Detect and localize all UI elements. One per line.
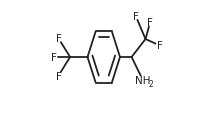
Text: NH: NH: [135, 75, 151, 85]
Text: F: F: [55, 71, 61, 81]
Text: F: F: [51, 53, 57, 62]
Text: 2: 2: [149, 79, 153, 88]
Text: F: F: [147, 18, 153, 28]
Text: F: F: [157, 41, 162, 51]
Text: F: F: [133, 12, 139, 22]
Text: F: F: [55, 34, 61, 44]
